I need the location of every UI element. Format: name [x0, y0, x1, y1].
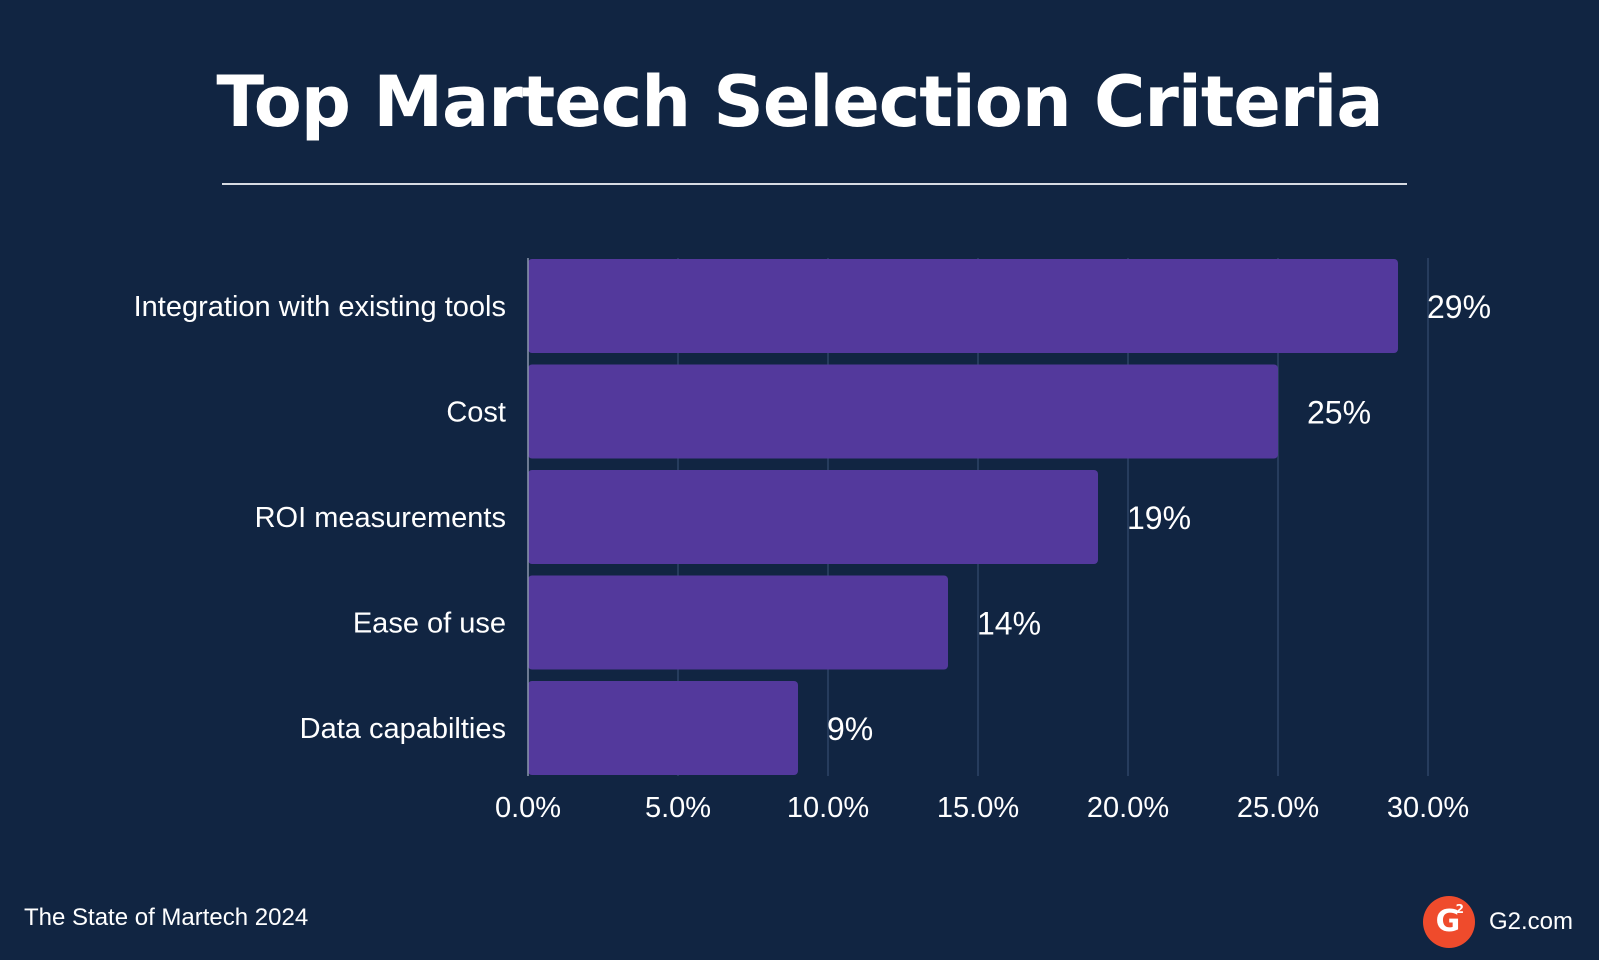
x-tick-label-4: 20.0% — [1087, 792, 1169, 824]
x-tick-label-6: 30.0% — [1387, 792, 1469, 824]
value-label-1: 25% — [1307, 395, 1371, 431]
value-label-2: 19% — [1127, 500, 1191, 536]
x-tick-label-0: 0.0% — [495, 792, 561, 824]
x-tick-label-1: 5.0% — [645, 792, 711, 824]
category-labels: Integration with existing tools Cost ROI m… — [134, 291, 506, 745]
x-tick-label-2: 10.0% — [787, 792, 869, 824]
bar-1 — [528, 364, 1278, 459]
category-label-1: Cost — [446, 397, 506, 429]
category-label-3: Ease of use — [353, 608, 506, 640]
bar-0 — [528, 259, 1398, 353]
bars — [528, 259, 1398, 775]
site-link[interactable]: G2.com — [1488, 908, 1573, 935]
category-label-2: ROI measurements — [255, 502, 506, 534]
x-tick-labels: 0.0% 5.0% 10.0% 15.0% 20.0% 25.0% 30.0% — [495, 792, 1469, 824]
category-label-0: Integration with existing tools — [134, 291, 506, 323]
value-label-4: 9% — [827, 711, 873, 747]
bar-2 — [528, 470, 1098, 564]
bar-4 — [528, 681, 798, 775]
category-label-4: Data capabilties — [300, 713, 506, 745]
bar-3 — [528, 575, 948, 670]
value-label-3: 14% — [977, 606, 1041, 642]
x-tick-label-3: 15.0% — [937, 792, 1019, 824]
g2-logo-letter: G — [1435, 904, 1461, 939]
g2-logo-icon: G 2 — [1422, 896, 1475, 948]
page-title: Top Martech Selection Criteria — [216, 61, 1383, 143]
source-caption: The State of Martech 2024 — [24, 904, 309, 931]
x-tick-label-5: 25.0% — [1237, 792, 1319, 824]
g2-logo-superscript: 2 — [1455, 902, 1464, 916]
brand-block: G 2 G2.com — [1422, 896, 1573, 948]
value-labels: 29% 25% 19% 14% 9% — [827, 289, 1491, 747]
title-divider — [222, 183, 1407, 185]
value-label-0: 29% — [1427, 289, 1491, 325]
